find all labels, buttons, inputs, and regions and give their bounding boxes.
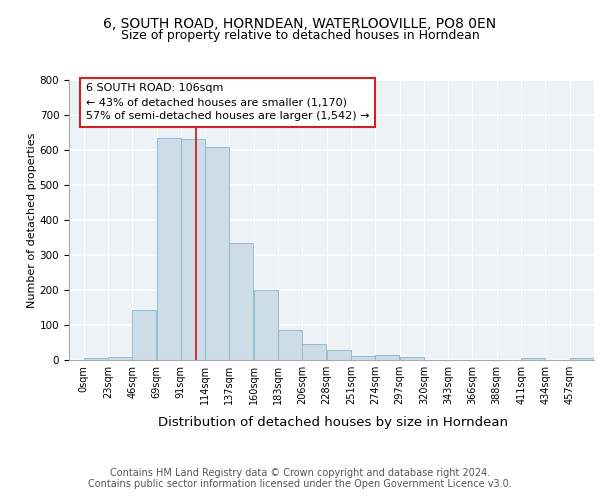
- Text: Distribution of detached houses by size in Horndean: Distribution of detached houses by size …: [158, 416, 508, 429]
- Text: Size of property relative to detached houses in Horndean: Size of property relative to detached ho…: [121, 29, 479, 42]
- Y-axis label: Number of detached properties: Number of detached properties: [27, 132, 37, 308]
- Bar: [521, 358, 545, 360]
- Bar: [326, 350, 351, 360]
- Bar: [229, 244, 253, 360]
- Text: 6, SOUTH ROAD, HORNDEAN, WATERLOOVILLE, PO8 0EN: 6, SOUTH ROAD, HORNDEAN, WATERLOOVILLE, …: [103, 18, 497, 32]
- Bar: [181, 140, 205, 360]
- Bar: [205, 147, 229, 360]
- Bar: [132, 310, 156, 360]
- Bar: [278, 330, 302, 360]
- Bar: [351, 356, 375, 360]
- Bar: [157, 138, 181, 360]
- Text: Contains HM Land Registry data © Crown copyright and database right 2024.: Contains HM Land Registry data © Crown c…: [110, 468, 490, 477]
- Bar: [302, 344, 326, 360]
- Bar: [569, 358, 594, 360]
- Bar: [400, 357, 424, 360]
- Bar: [108, 357, 132, 360]
- Bar: [254, 290, 278, 360]
- Text: Contains public sector information licensed under the Open Government Licence v3: Contains public sector information licen…: [88, 479, 512, 489]
- Bar: [83, 358, 107, 360]
- Text: 6 SOUTH ROAD: 106sqm
← 43% of detached houses are smaller (1,170)
57% of semi-de: 6 SOUTH ROAD: 106sqm ← 43% of detached h…: [86, 84, 369, 122]
- Bar: [375, 356, 400, 360]
